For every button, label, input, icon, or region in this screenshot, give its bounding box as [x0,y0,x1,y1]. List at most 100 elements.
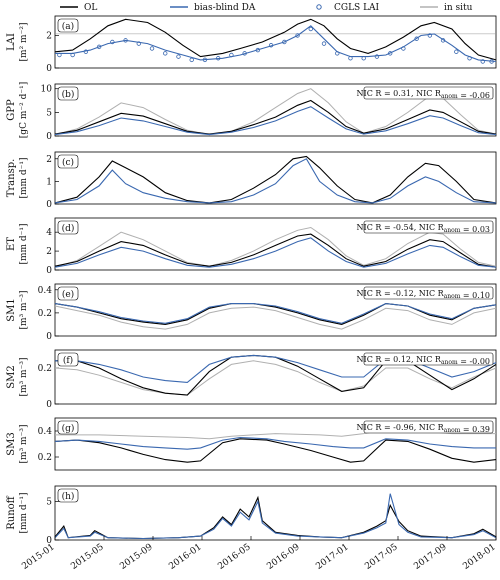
panel-label: (b) [57,86,79,101]
data-point [229,52,234,58]
y-axis-label: SM3 [6,432,17,455]
panel-label: (g) [57,420,79,435]
series-line [54,438,497,463]
y-tick-label: 1 [46,177,52,187]
x-tick-label: 2016-01 [167,542,203,572]
data-point [348,56,353,61]
data-point [136,41,141,46]
legend-label: OL [84,3,97,13]
legend: OL bias-blind DA CGLS LAI in situ [60,3,473,13]
y-tick-label: 0 [46,266,52,276]
data-point [440,38,446,43]
panel-label-text: (g) [62,423,75,434]
panel-label-box [57,420,79,435]
data-point [255,47,261,53]
data-point [335,51,340,56]
panel-label: (d) [57,220,79,235]
panel-h: 0 5 (h) Runoff [mm d⁻¹] [6,485,497,546]
y-tick-label: 0 [46,332,52,342]
y-tick-label: 5 [46,108,52,118]
y-axis-unit: [gC m⁻² d⁻¹] [19,82,29,138]
annotation-box [363,220,494,234]
series-line [54,360,497,396]
legend-item: OL [60,3,97,13]
y-tick-label: 0.4 [38,427,53,437]
panel-g: 0.2 0.4 (g) NIC R = -0.96, NIC Ranom = 0.39… [6,417,497,471]
data-point [427,33,433,38]
panel-label-box [57,18,79,33]
data-point [282,39,287,45]
x-tick-label: 2017-05 [363,542,400,572]
x-tick-label: 2016-05 [216,542,253,572]
x-tick-label: 2017-09 [412,542,449,572]
series-line [54,18,497,61]
legend-item: in situ [420,3,473,13]
y-tick-label: 5 [46,497,52,507]
series-line [55,25,497,63]
annotation: NIC R = -0.96, NIC Ranom = 0.39 [357,420,494,434]
y-tick-label: 0 [46,64,52,74]
legend-label: in situ [444,3,473,13]
panel-label-box [57,488,79,503]
data-point [308,26,313,32]
data-point [70,52,75,58]
panel-label-box [57,286,79,301]
panel-c: 0 1 2 (c) Transp. [mm d⁻¹] [6,151,497,210]
series-line [54,99,497,135]
data-point [268,43,274,48]
panel-f: 0 0.2 (f) NIC R = 0.12, NIC Ranom = -0.00 SM… [6,349,497,410]
y-tick-label: 0 [46,200,52,210]
panel-frame [54,151,497,205]
y-axis-unit: [mm d⁻¹] [19,492,29,533]
x-tick-label: 2015-01 [20,542,56,572]
legend-item: CGLS LAI [316,3,380,13]
data-point [414,36,419,41]
annotation-box [363,352,494,366]
data-point [83,49,89,54]
y-tick-label: 0 [46,536,52,546]
data-point [361,56,366,61]
panel-annotation: NIC R = 0.12, NIC Ranom = -0.00 [357,355,490,366]
data-point [374,54,380,59]
series-line [54,495,497,540]
series-line [54,436,496,450]
data-point [215,56,221,61]
panel-label-text: (f) [63,355,73,366]
data-point [149,46,155,51]
y-axis-label: Transp. [6,159,17,198]
data-point [242,51,247,56]
panel-label: (e) [57,286,79,301]
data-point [123,38,128,43]
x-tick-label: 2017-01 [314,542,350,572]
panel-label-box [57,154,79,169]
data-point [57,52,62,58]
panel-annotation: NIC R = -0.54, NIC Ranom = 0.03 [357,223,490,234]
data-point [321,41,327,46]
annotation: NIC R = -0.54, NIC Ranom = 0.03 [357,220,494,234]
x-tick-label: 2015-05 [69,542,106,572]
y-tick-label: 0.2 [38,364,52,374]
panel-label-text: (c) [62,157,74,168]
y-axis-unit: [m² m⁻²] [19,23,29,62]
data-point [387,51,393,56]
data-point [401,46,406,51]
panel-label-text: (a) [62,21,74,32]
data-point [202,57,208,63]
panel-frame [54,217,497,271]
panel-annotation: NIC R = -0.96, NIC Ranom = 0.39 [357,423,490,434]
series-line [54,158,497,204]
y-tick-label: 2 [46,247,52,257]
series-line [54,233,497,268]
panel-annotation: NIC R = -0.12, NIC Ranom = 0.10 [357,289,490,300]
panel-a: 0 2 (a) LAI [m² m⁻²] [6,15,497,74]
y-tick-label: 0.4 [38,286,53,296]
y-axis-label: GPP [6,99,17,121]
panel-frame [54,83,497,137]
panel-annotation: NIC R = 0.31, NIC Ranom = -0.06 [357,89,490,100]
data-point [189,57,194,63]
data-point [110,39,115,45]
y-axis-label: Runoff [6,495,17,529]
y-tick-label: 4 [46,228,52,238]
